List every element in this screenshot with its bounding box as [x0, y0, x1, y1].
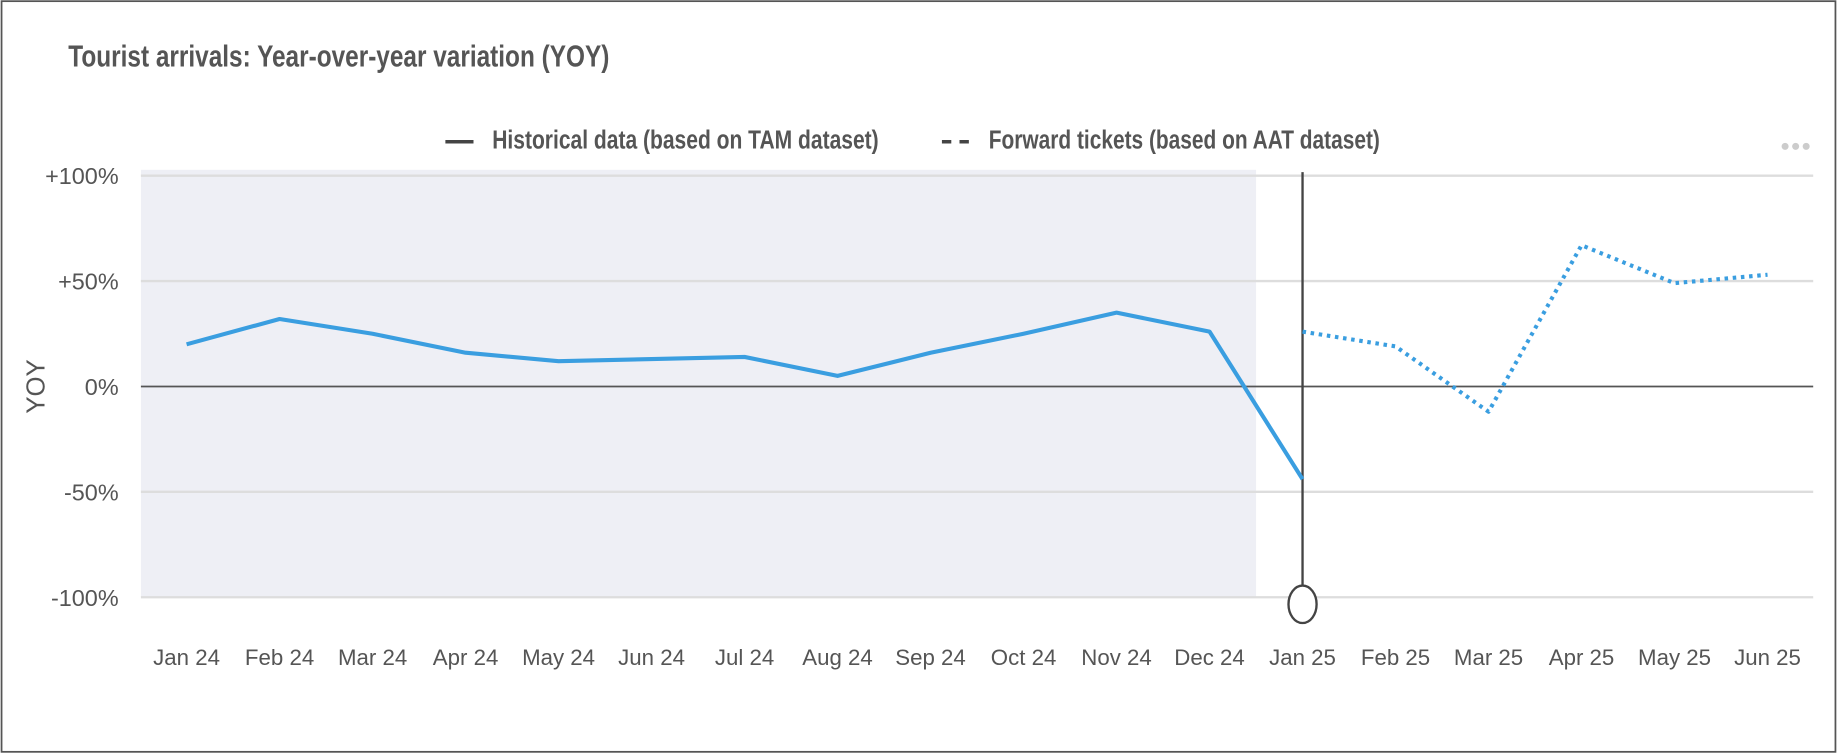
x-tick-label: Jan 25 [1269, 645, 1336, 670]
x-tick-label: Feb 25 [1361, 645, 1430, 670]
y-tick-label: -50% [64, 479, 119, 505]
chart-title: Tourist arrivals: Year-over-year variati… [68, 40, 609, 74]
x-tick-label: Oct 24 [991, 645, 1057, 670]
y-tick-label: -100% [51, 585, 119, 611]
x-tick-label: Dec 24 [1174, 645, 1245, 670]
x-tick-label: Mar 25 [1454, 645, 1523, 670]
x-tick-label: Jun 24 [618, 645, 685, 670]
x-tick-label: Nov 24 [1081, 645, 1152, 670]
x-tick-label: Sep 24 [895, 645, 966, 670]
y-tick-label: +100% [45, 163, 119, 189]
x-tick-label: May 24 [522, 645, 595, 670]
series-line [186, 310, 1305, 481]
y-tick-label: 0% [85, 374, 119, 400]
x-tick-label: May 25 [1638, 645, 1711, 670]
y-tick-label: +50% [58, 269, 119, 295]
x-tick-label: Jan 24 [153, 645, 220, 670]
x-tick-label: Jun 25 [1734, 645, 1801, 670]
legend-item: Historical data (based on TAM dataset) [445, 127, 879, 155]
y-axis-label: YOY [23, 359, 51, 413]
legend-label: Historical data (based on TAM dataset) [492, 127, 878, 155]
x-tick-label: Apr 24 [433, 645, 499, 670]
x-tick-label: Aug 24 [802, 645, 873, 670]
menu-dots[interactable] [1781, 142, 1810, 150]
legend-item: Forward tickets (based on AAT dataset) [941, 127, 1380, 155]
legend-label: Forward tickets (based on AAT dataset) [989, 127, 1380, 155]
x-tick-label: Jul 24 [715, 645, 774, 670]
current-marker-handle [1287, 584, 1318, 625]
x-tick-label: Apr 25 [1549, 645, 1615, 670]
x-tick-label: Mar 24 [338, 645, 407, 670]
history-shade [140, 169, 1257, 598]
x-tick-label: Feb 24 [245, 645, 314, 670]
